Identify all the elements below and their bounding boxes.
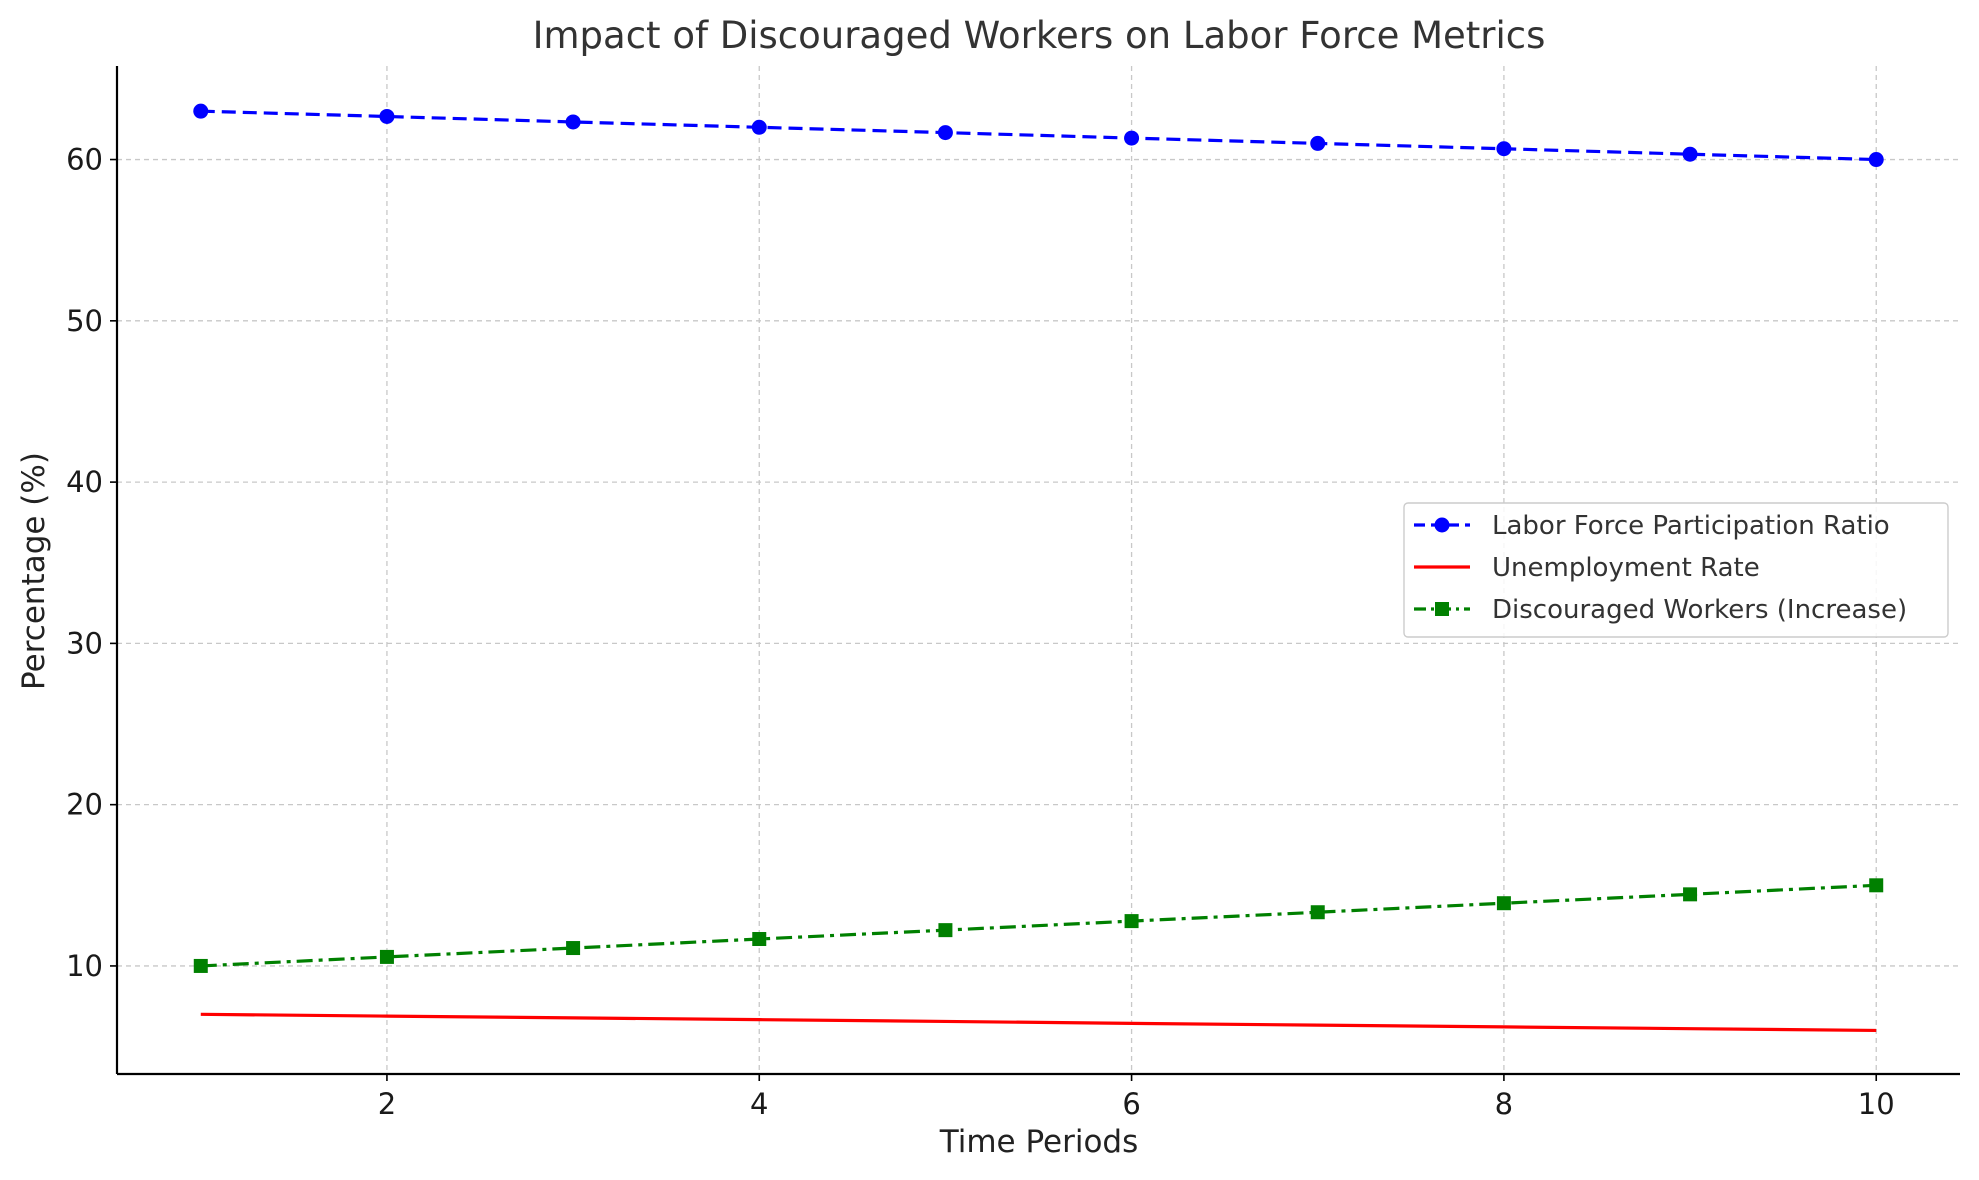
x-tick-label: 6	[1122, 1087, 1140, 1121]
series-line	[200, 109, 1877, 162]
data-point	[938, 923, 953, 938]
y-axis-title: Percentage (%)	[16, 452, 52, 690]
x-tick-label: 2	[378, 1087, 396, 1121]
tick-labels: 2 4 6 8 10 10 20 30 40 50 60	[66, 143, 1895, 1121]
x-tick-label: 4	[750, 1087, 768, 1121]
data-point	[193, 958, 208, 973]
legend-item: Unemployment Rate	[1414, 553, 1760, 583]
data-point	[752, 932, 767, 947]
y-tick-label: 10	[66, 949, 103, 983]
series-3	[193, 878, 1884, 973]
data-point	[1124, 130, 1140, 146]
x-axis-title: Time Periods	[939, 1124, 1139, 1160]
y-tick-label: 40	[66, 465, 103, 499]
x-tick-label: 8	[1495, 1087, 1513, 1121]
y-tick-label: 60	[66, 143, 103, 177]
legend-marker	[1435, 602, 1449, 616]
series-group	[193, 103, 1884, 1033]
data-point	[1682, 146, 1698, 162]
series-line	[200, 1012, 1877, 1033]
data-point	[1869, 878, 1884, 893]
x-tick-label: 10	[1858, 1087, 1895, 1121]
y-tick-label: 50	[66, 304, 103, 338]
chart-title: Impact of Discouraged Workers on Labor F…	[533, 14, 1546, 57]
legend-label: Unemployment Rate	[1492, 553, 1760, 583]
data-point	[193, 103, 209, 119]
data-point	[566, 941, 581, 956]
y-tick-label: 20	[66, 788, 103, 822]
legend-item: Discouraged Workers (Increase)	[1414, 595, 1907, 625]
legend-label: Labor Force Participation Ratio	[1492, 511, 1890, 541]
data-point	[1496, 896, 1511, 911]
data-point	[565, 114, 581, 130]
legend-marker	[1434, 517, 1450, 533]
legend-item: Labor Force Participation Ratio	[1414, 511, 1890, 541]
data-point	[379, 949, 394, 964]
series-2	[200, 1012, 1877, 1033]
data-point	[1310, 135, 1326, 151]
data-point	[1868, 152, 1884, 168]
data-point	[937, 125, 953, 141]
data-point	[1310, 905, 1325, 920]
axes	[110, 66, 1960, 1081]
data-point	[379, 108, 395, 124]
legend-label: Discouraged Workers (Increase)	[1492, 595, 1907, 625]
y-tick-label: 30	[66, 626, 103, 660]
series-line	[200, 883, 1877, 968]
legend-box	[1403, 502, 1949, 638]
series-1	[193, 103, 1884, 168]
data-point	[751, 119, 767, 135]
data-point	[1496, 141, 1512, 157]
legend: Labor Force Participation Ratio Unemploym…	[1403, 502, 1949, 638]
data-point	[1683, 887, 1698, 902]
data-point	[1124, 914, 1139, 929]
